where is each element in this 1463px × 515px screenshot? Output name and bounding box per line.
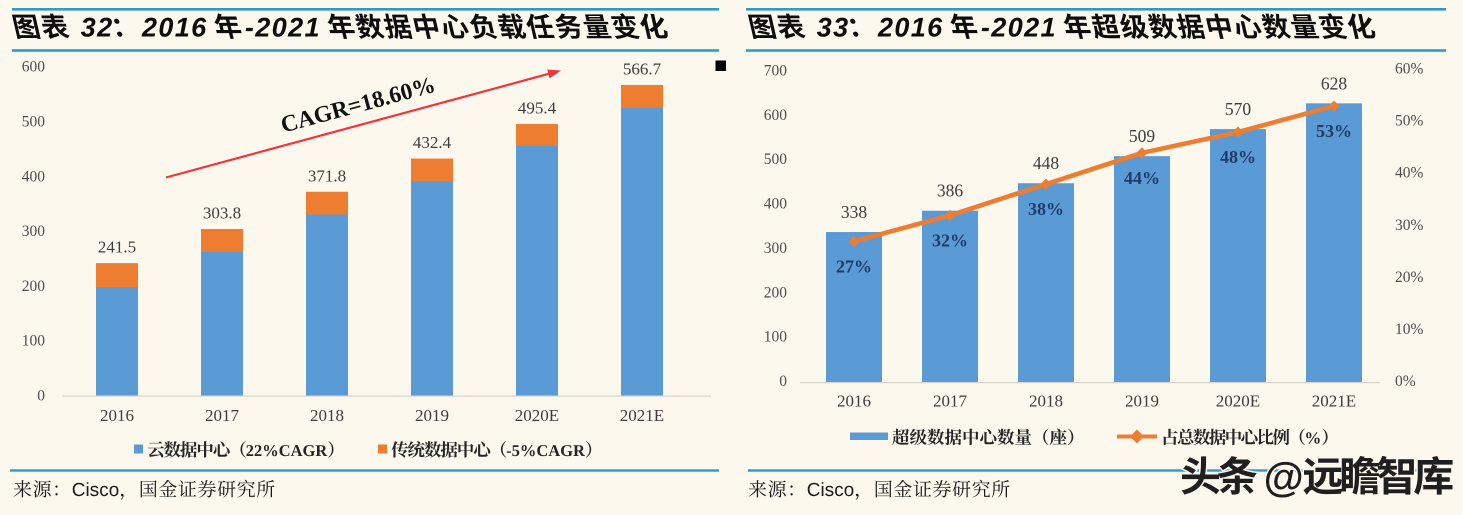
svg-text:303.8: 303.8 — [203, 204, 241, 223]
svg-text:2019: 2019 — [415, 406, 449, 425]
svg-text:38%: 38% — [1028, 199, 1064, 219]
svg-text:60%: 60% — [1395, 61, 1424, 78]
svg-text:44%: 44% — [1124, 168, 1160, 188]
svg-text:2017: 2017 — [205, 406, 240, 425]
svg-text:500: 500 — [764, 151, 788, 168]
svg-text:570: 570 — [1225, 99, 1252, 119]
svg-text:53%: 53% — [1316, 121, 1352, 141]
svg-text:500: 500 — [22, 114, 46, 131]
svg-text:2016: 2016 — [100, 406, 134, 425]
svg-text:10%: 10% — [1395, 321, 1424, 338]
svg-text:371.8: 371.8 — [308, 166, 346, 185]
svg-text:600: 600 — [22, 59, 46, 76]
svg-text:40%: 40% — [1395, 165, 1424, 182]
svg-text:509: 509 — [1129, 126, 1156, 146]
svg-text:32%: 32% — [932, 230, 968, 250]
svg-text:700: 700 — [764, 62, 788, 79]
svg-text:2019: 2019 — [1125, 392, 1159, 411]
svg-text:386: 386 — [937, 181, 964, 201]
svg-text:50%: 50% — [1395, 113, 1424, 130]
svg-text:338: 338 — [841, 202, 868, 222]
svg-text:448: 448 — [1033, 153, 1060, 173]
svg-text:0%: 0% — [1395, 373, 1416, 390]
svg-text:432.4: 432.4 — [413, 133, 452, 152]
svg-text:2021E: 2021E — [1312, 392, 1356, 411]
svg-text:241.5: 241.5 — [98, 238, 136, 257]
svg-text:2020E: 2020E — [515, 406, 559, 425]
svg-text:0: 0 — [37, 388, 45, 405]
svg-text:100: 100 — [764, 329, 788, 346]
svg-text:200: 200 — [764, 284, 788, 301]
svg-text:100: 100 — [22, 333, 46, 350]
svg-text:2017: 2017 — [933, 392, 968, 411]
svg-text:400: 400 — [764, 196, 788, 213]
svg-text:20%: 20% — [1395, 269, 1424, 286]
svg-text:600: 600 — [764, 107, 788, 124]
svg-text:300: 300 — [764, 240, 788, 257]
svg-text:27%: 27% — [836, 256, 872, 276]
svg-text:200: 200 — [22, 278, 46, 295]
svg-text:2016: 2016 — [837, 392, 871, 411]
svg-text:30%: 30% — [1395, 217, 1424, 234]
svg-text:300: 300 — [22, 223, 46, 240]
svg-text:400: 400 — [22, 168, 46, 185]
svg-text:2021E: 2021E — [620, 406, 664, 425]
svg-text:48%: 48% — [1220, 147, 1256, 167]
svg-text:2020E: 2020E — [1216, 392, 1260, 411]
svg-text:0: 0 — [779, 373, 787, 390]
svg-text:495.4: 495.4 — [518, 99, 557, 118]
svg-text:2018: 2018 — [310, 406, 344, 425]
svg-text:2018: 2018 — [1029, 392, 1063, 411]
svg-text:566.7: 566.7 — [623, 59, 662, 78]
svg-text:628: 628 — [1321, 73, 1348, 93]
